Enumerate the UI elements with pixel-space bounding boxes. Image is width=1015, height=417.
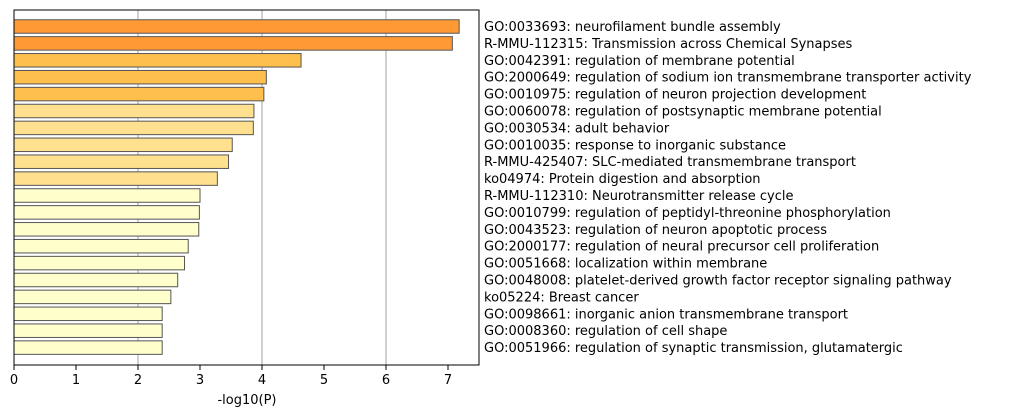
category-label-18: GO:0098661: inorganic anion transmembran… <box>484 307 848 322</box>
bar-2 <box>13 36 453 51</box>
x-tick-label-3: 3 <box>196 373 204 388</box>
category-label-7: GO:0030534: adult behavior <box>484 121 670 136</box>
plot-frame <box>13 9 480 366</box>
category-label-20: GO:0051966: regulation of synaptic trans… <box>484 341 903 356</box>
bar-3 <box>13 53 302 68</box>
axes-frame <box>13 9 480 366</box>
category-label-14: GO:2000177: regulation of neural precurs… <box>484 240 879 255</box>
bar-16 <box>13 272 179 288</box>
bar-19 <box>13 323 163 338</box>
category-label-5: GO:0010975: regulation of neuron project… <box>484 88 866 103</box>
category-label-16: GO:0048008: platelet-derived growth fact… <box>484 274 952 289</box>
category-label-2: R-MMU-112315: Transmission across Chemic… <box>484 37 853 52</box>
gridlines <box>137 10 387 365</box>
category-label-15: GO:0051668: localization within membrane <box>484 257 767 272</box>
bar-15 <box>13 255 185 271</box>
category-labels: GO:0033693: neurofilament bundle assembl… <box>484 20 972 356</box>
bar-12 <box>13 205 200 220</box>
category-label-1: GO:0033693: neurofilament bundle assembl… <box>484 20 781 35</box>
category-label-13: GO:0043523: regulation of neuron apoptot… <box>484 223 827 238</box>
category-label-4: GO:2000649: regulation of sodium ion tra… <box>484 71 972 86</box>
bar-11 <box>13 188 201 203</box>
bar-4 <box>13 69 267 85</box>
x-tick-label-0: 0 <box>10 373 18 388</box>
x-tick-label-4: 4 <box>258 373 266 388</box>
category-label-9: R-MMU-425407: SLC-mediated transmembrane… <box>484 155 856 170</box>
bar-5 <box>13 86 265 102</box>
bar-13 <box>13 222 200 237</box>
bar-14 <box>13 238 189 254</box>
category-label-19: GO:0008360: regulation of cell shape <box>484 324 727 339</box>
x-tick-label-5: 5 <box>320 373 328 388</box>
x-tick-label-7: 7 <box>444 373 452 388</box>
bar-6 <box>13 103 255 119</box>
bar-9 <box>13 154 230 169</box>
category-label-17: ko05224: Breast cancer <box>484 290 639 305</box>
category-label-12: GO:0010799: regulation of peptidyl-threo… <box>484 206 891 221</box>
x-ticks: 0 1 2 3 4 5 6 7 <box>10 365 452 388</box>
category-label-3: GO:0042391: regulation of membrane poten… <box>484 54 795 69</box>
x-tick-label-2: 2 <box>134 373 142 388</box>
category-label-10: ko04974: Protein digestion and absorptio… <box>484 172 761 187</box>
bars <box>13 19 460 355</box>
bar-17 <box>13 289 172 305</box>
bar-1 <box>13 19 460 34</box>
x-tick-label-1: 1 <box>72 373 80 388</box>
bar-20 <box>13 340 163 355</box>
category-label-6: GO:0060078: regulation of postsynaptic m… <box>484 105 882 120</box>
bar-10 <box>13 171 218 186</box>
bar-7 <box>13 120 254 136</box>
bar-8 <box>13 137 233 153</box>
x-axis-label: -log10(P) <box>217 393 276 408</box>
x-tick-label-6: 6 <box>382 373 390 388</box>
category-label-8: GO:0010035: response to inorganic substa… <box>484 138 786 153</box>
bar-18 <box>13 306 163 322</box>
category-label-11: R-MMU-112310: Neurotransmitter release c… <box>484 189 793 204</box>
